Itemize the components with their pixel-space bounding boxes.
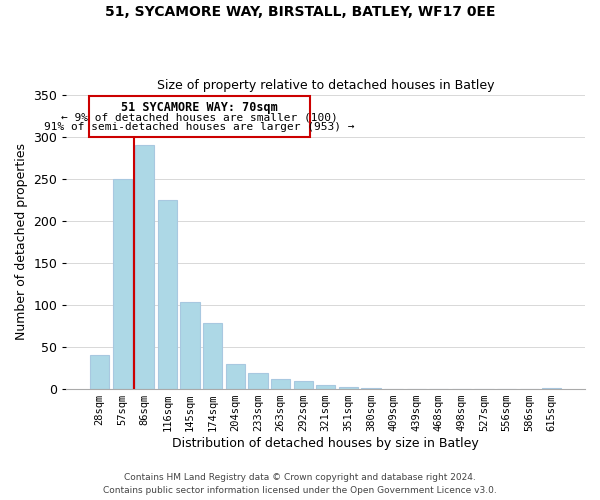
Bar (135, 145, 154, 389)
Bar (293, 380, 313, 389)
Text: 51 SYCAMORE WAY: 70sqm: 51 SYCAMORE WAY: 70sqm (121, 102, 278, 114)
FancyBboxPatch shape (89, 96, 310, 136)
Bar (90, 356, 109, 389)
Text: 91% of semi-detached houses are larger (953) →: 91% of semi-detached houses are larger (… (44, 122, 355, 132)
Bar (339, 388, 358, 389)
Bar (158, 200, 177, 389)
Bar (361, 388, 380, 389)
Bar (316, 385, 335, 389)
Bar (226, 364, 245, 389)
Bar (113, 178, 132, 389)
Text: ← 9% of detached houses are smaller (100): ← 9% of detached houses are smaller (100… (61, 112, 338, 122)
Bar (203, 324, 222, 389)
Bar (181, 302, 200, 389)
Title: Size of property relative to detached houses in Batley: Size of property relative to detached ho… (157, 79, 494, 92)
Bar (271, 379, 290, 389)
X-axis label: Distribution of detached houses by size in Batley: Distribution of detached houses by size … (172, 437, 479, 450)
Y-axis label: Number of detached properties: Number of detached properties (15, 144, 28, 340)
Text: Contains HM Land Registry data © Crown copyright and database right 2024.
Contai: Contains HM Land Registry data © Crown c… (103, 474, 497, 495)
Bar (248, 373, 268, 389)
Bar (542, 388, 562, 389)
Text: 51, SYCAMORE WAY, BIRSTALL, BATLEY, WF17 0EE: 51, SYCAMORE WAY, BIRSTALL, BATLEY, WF17… (105, 5, 495, 19)
